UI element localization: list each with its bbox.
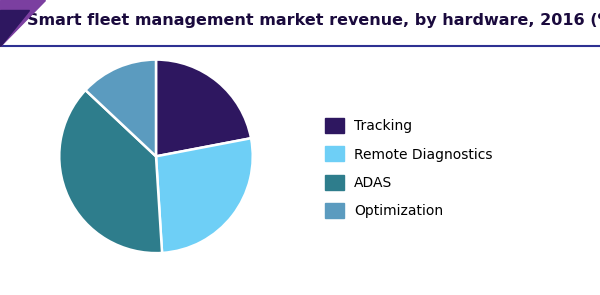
Wedge shape — [85, 60, 156, 156]
Wedge shape — [156, 60, 251, 156]
Wedge shape — [59, 90, 162, 253]
Text: Smart fleet management market revenue, by hardware, 2016 (%): Smart fleet management market revenue, b… — [27, 13, 600, 28]
Legend: Tracking, Remote Diagnostics, ADAS, Optimization: Tracking, Remote Diagnostics, ADAS, Opti… — [325, 118, 493, 218]
Wedge shape — [156, 138, 253, 253]
